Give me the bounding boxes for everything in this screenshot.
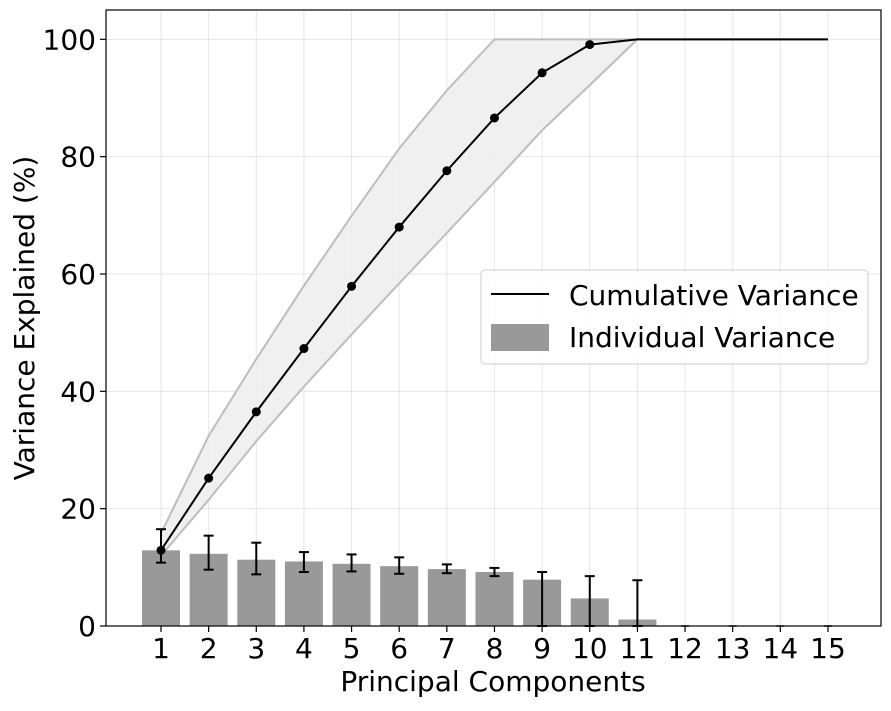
cumulative-point xyxy=(156,545,166,555)
legend-bar-swatch xyxy=(491,324,549,351)
x-tick-label: 5 xyxy=(343,632,361,665)
x-tick-label: 3 xyxy=(247,632,265,665)
x-tick-label: 12 xyxy=(667,632,703,665)
x-tick-label: 9 xyxy=(533,632,551,665)
y-tick-label: 80 xyxy=(60,141,96,174)
cumulative-point xyxy=(585,40,595,50)
legend-box xyxy=(480,269,869,365)
y-tick-label: 60 xyxy=(60,258,96,291)
cumulative-point xyxy=(537,68,547,78)
legend-label-cumulative: Cumulative Variance xyxy=(569,279,859,312)
plot-frame xyxy=(105,9,882,627)
x-tick-label: 4 xyxy=(295,632,313,665)
y-tick-label: 40 xyxy=(60,375,96,408)
x-tick-label: 11 xyxy=(620,632,656,665)
x-tick-label: 6 xyxy=(390,632,408,665)
y-tick-label: 0 xyxy=(78,610,96,643)
y-tick-label: 20 xyxy=(60,493,96,526)
x-axis-label: Principal Components xyxy=(340,665,645,698)
cumulative-point xyxy=(489,113,499,123)
cumulative-point xyxy=(442,166,452,176)
x-tick-label: 7 xyxy=(438,632,456,665)
cumulative-point xyxy=(251,407,261,417)
cumulative-point xyxy=(204,473,214,483)
bar xyxy=(475,572,514,626)
y-tick-label: 100 xyxy=(43,23,96,56)
legend-label-individual: Individual Variance xyxy=(569,321,835,354)
bar xyxy=(380,566,419,626)
x-tick-label: 1 xyxy=(152,632,170,665)
x-tick-label: 2 xyxy=(200,632,218,665)
cumulative-point xyxy=(299,344,309,354)
cumulative-point xyxy=(394,222,404,232)
x-tick-label: 8 xyxy=(486,632,504,665)
cumulative-band xyxy=(161,39,828,556)
cumulative-line-layer xyxy=(156,38,828,555)
x-tick-label: 10 xyxy=(572,632,608,665)
bar xyxy=(427,569,466,626)
cumulative-point xyxy=(347,281,357,291)
x-tick-label: 15 xyxy=(810,632,846,665)
x-tick-label: 14 xyxy=(762,632,798,665)
y-axis-label: Variance Explained (%) xyxy=(8,156,41,481)
legend: Cumulative Variance Individual Variance xyxy=(480,269,869,365)
x-tick-label: 13 xyxy=(715,632,751,665)
bar xyxy=(332,563,371,626)
